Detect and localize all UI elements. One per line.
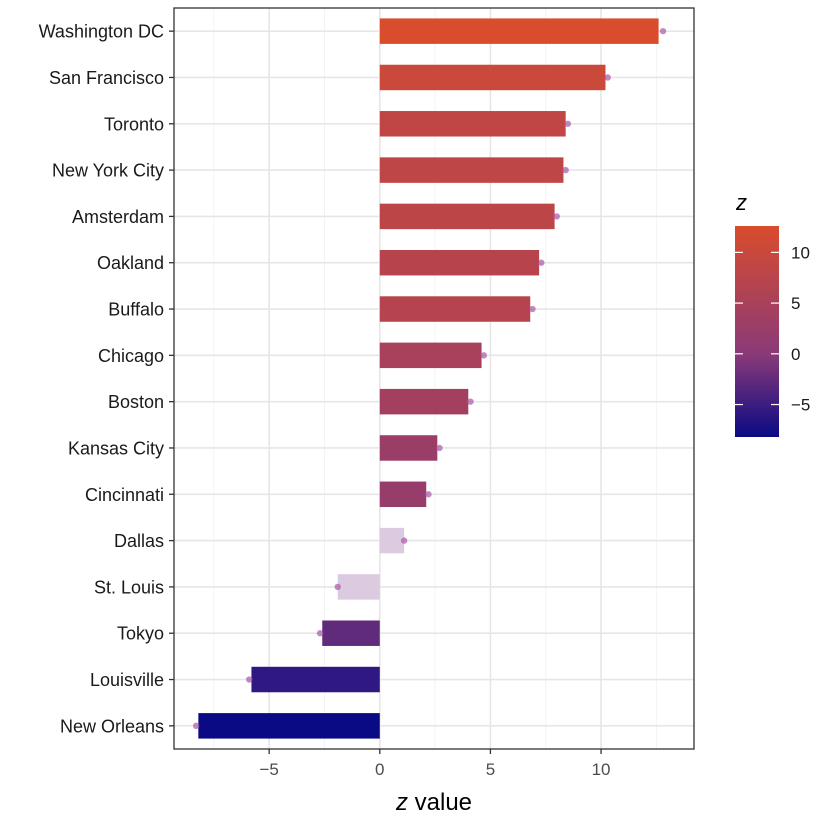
bars: [198, 18, 659, 739]
bar: [379, 435, 438, 461]
y-tick-label: Toronto: [104, 114, 164, 134]
bar: [379, 111, 566, 137]
data-point: [316, 630, 324, 637]
data-point: [564, 120, 572, 127]
y-tick-label: Oakland: [97, 253, 164, 273]
data-point: [192, 722, 200, 730]
data-point: [246, 676, 253, 683]
bar: [379, 388, 469, 415]
y-tick-label: Dallas: [114, 531, 164, 551]
x-tick-label: 0: [375, 760, 384, 779]
data-point: [538, 259, 545, 266]
bar: [379, 203, 555, 230]
bar: [251, 666, 380, 693]
bar: [322, 620, 380, 646]
y-tick-label: San Francisco: [49, 68, 164, 88]
bar: [379, 527, 405, 554]
bar: [379, 64, 606, 91]
y-axis: Washington DC San Francisco Toronto New Yor…: [39, 22, 174, 736]
x-tick-label: −5: [259, 760, 278, 779]
x-axis-title: z value: [395, 789, 472, 816]
y-tick-label: Buffalo: [108, 300, 164, 320]
panel-border: [173, 7, 695, 750]
data-point: [480, 352, 487, 359]
data-point: [562, 166, 569, 174]
legend-title: z: [735, 190, 747, 215]
legend-tick-label: −5: [791, 396, 810, 415]
y-tick-label: Chicago: [98, 346, 164, 366]
bar: [379, 157, 564, 183]
y-tick-label: Louisville: [90, 670, 164, 690]
bar: [379, 296, 531, 322]
y-tick-label: Kansas City: [68, 438, 164, 458]
legend-tick-label: 10: [791, 243, 810, 262]
x-tick-label: 5: [486, 760, 495, 779]
data-point: [553, 213, 561, 220]
x-tick-label: 10: [592, 760, 611, 779]
y-tick-label: Tokyo: [117, 624, 164, 644]
legend-tick-label: 0: [791, 345, 800, 364]
data-point: [467, 398, 474, 405]
y-tick-label: New Orleans: [60, 716, 164, 736]
legend: z 10 5 0 −5: [735, 190, 810, 437]
legend-ticks: 10 5 0 −5: [735, 243, 810, 415]
data-point: [659, 27, 667, 35]
x-axis: −5 0 5 10: [259, 749, 611, 779]
bar: [337, 574, 380, 600]
y-tick-label: St. Louis: [94, 577, 164, 597]
data-point: [425, 491, 432, 498]
data-point: [604, 74, 611, 81]
y-tick-label: Boston: [108, 392, 164, 412]
data-point: [334, 583, 341, 591]
data-point: [529, 305, 536, 313]
legend-colorbar: [735, 226, 779, 437]
legend-tick-label: 5: [791, 294, 800, 313]
bar: [198, 713, 380, 739]
data-point: [400, 537, 408, 544]
y-tick-label: Cincinnati: [85, 485, 164, 505]
y-tick-label: Amsterdam: [72, 207, 164, 227]
data-point: [436, 444, 443, 452]
bar: [379, 342, 482, 369]
bar: [379, 249, 540, 276]
y-tick-label: New York City: [52, 161, 164, 181]
y-tick-label: Washington DC: [39, 22, 164, 42]
bar: [379, 481, 427, 508]
points: [192, 27, 667, 730]
bar: [379, 18, 659, 44]
